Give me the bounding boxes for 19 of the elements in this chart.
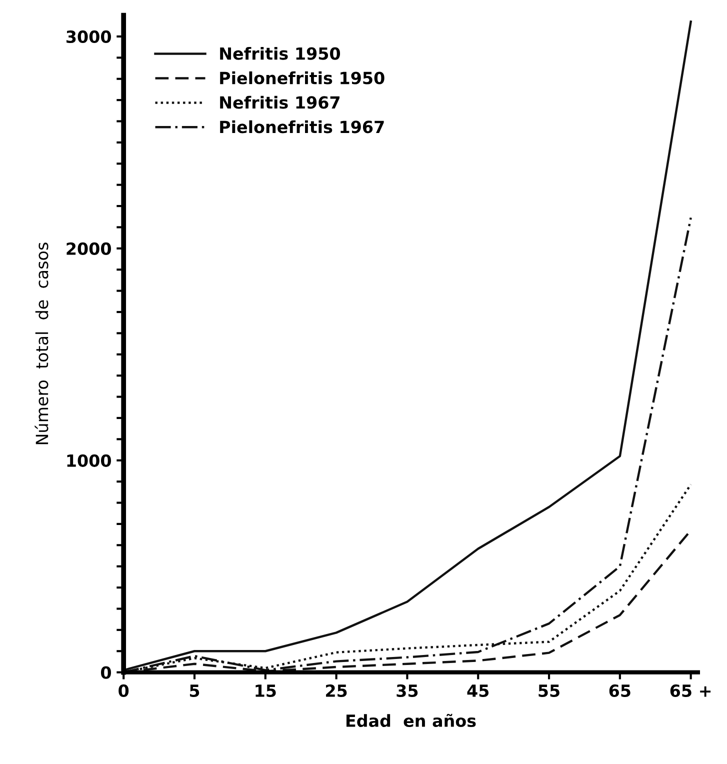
legend-label: Nefritis 1967 [220,96,340,109]
legend-label: Pielonefritis 1950 [220,71,384,84]
legend-label: Nefritis 1950 [220,46,340,60]
y-tick-label: 0 [100,666,111,679]
y-tick-label: 1000 [67,454,111,467]
y-tick-label: 2000 [66,242,111,255]
y-tick-label: 3000 [66,30,111,44]
x-tick-label: 0 [118,684,129,698]
x-tick-label: 65 + [670,684,711,698]
legend-label: Pielonefritis 1967 [220,120,384,134]
y-axis-title: Número total de casos [34,242,48,444]
x-axis-title: Edad en años [346,714,476,728]
x-tick-label: 45 [467,684,489,698]
x-tick-label: 15 [256,684,276,698]
x-tick-label: 5 [190,684,200,698]
x-tick-label: 65 [609,684,630,698]
x-tick-label: 35 [396,684,418,698]
x-tick-label: 55 [538,684,560,698]
x-tick-label: 25 [326,684,347,698]
